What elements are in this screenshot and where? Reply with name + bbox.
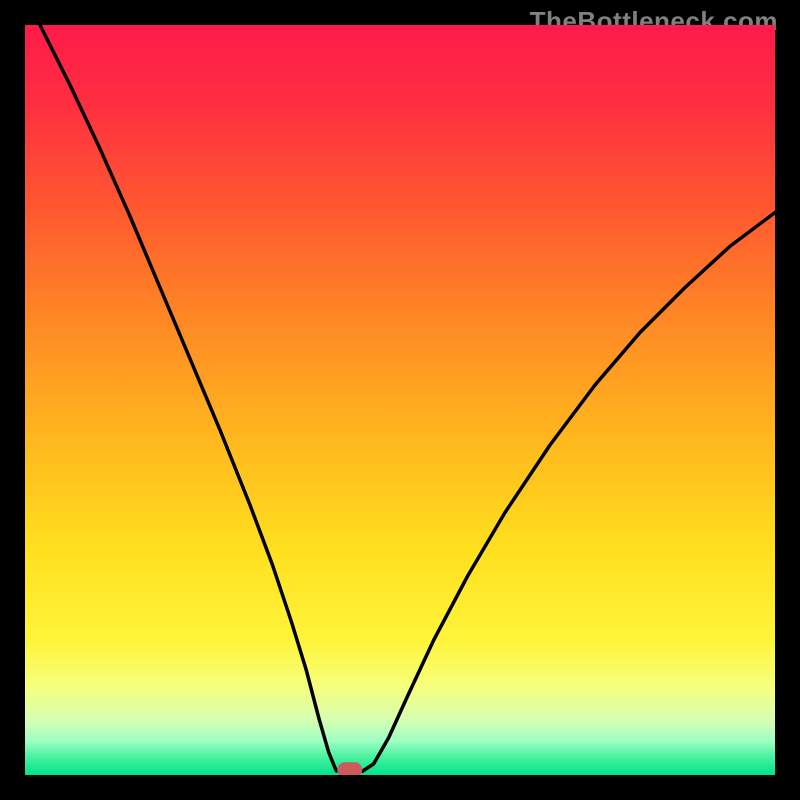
plot-area <box>25 25 775 775</box>
chart-frame: TheBottleneck.com <box>0 0 800 800</box>
chart-svg <box>25 25 775 775</box>
gradient-background <box>25 25 775 775</box>
optimal-marker <box>338 763 362 775</box>
